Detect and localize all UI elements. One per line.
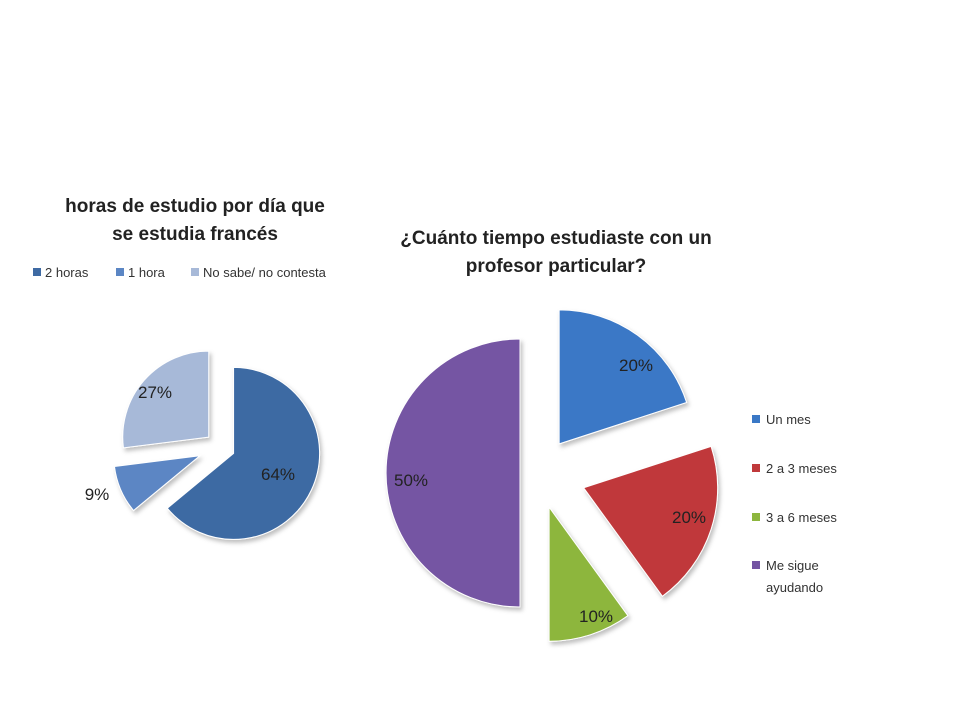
chart-tutor-duration: ¿Cuánto tiempo estudiaste con un profeso…	[385, 228, 837, 642]
chart-title-line-1: horas de estudio por día que	[65, 196, 325, 217]
data-label: 20%	[672, 508, 706, 527]
legend-swatch	[752, 513, 760, 521]
chart-title-line-1: ¿Cuánto tiempo estudiaste con un	[400, 228, 711, 249]
data-label: 9%	[85, 485, 110, 504]
legend-item: 3 a 6 meses	[752, 510, 837, 525]
legend-swatch	[752, 415, 760, 423]
pie-slice	[385, 338, 521, 608]
chart-title-line-2: se estudia francés	[112, 224, 278, 245]
data-label: 10%	[579, 607, 613, 626]
chart-legend: 2 horas 1 hora No sabe/ no contesta	[33, 265, 327, 280]
legend-item: 2 horas	[33, 265, 89, 280]
legend-label: Me sigue	[766, 558, 819, 573]
pie-slice	[582, 445, 719, 597]
legend-item: No sabe/ no contesta	[191, 265, 327, 280]
legend-item: Me sigue ayudando	[752, 558, 823, 595]
legend-swatch	[33, 268, 41, 276]
data-label: 20%	[619, 356, 653, 375]
legend-swatch	[116, 268, 124, 276]
pie-slices	[113, 350, 321, 540]
legend-swatch	[752, 561, 760, 569]
chart-study-hours: horas de estudio por día que se estudia …	[33, 196, 327, 540]
legend-item: Un mes	[752, 412, 811, 427]
data-labels: 20% 20% 10% 50%	[394, 356, 706, 626]
data-label: 27%	[138, 383, 172, 402]
chart-title-line-2: profesor particular?	[466, 256, 647, 277]
legend-swatch	[752, 464, 760, 472]
pie-slice	[113, 455, 202, 512]
data-label: 64%	[261, 465, 295, 484]
legend-item: 2 a 3 meses	[752, 461, 837, 476]
pie-slice	[558, 309, 688, 445]
chart-legend: Un mes 2 a 3 meses 3 a 6 meses Me sigue …	[752, 412, 837, 595]
legend-label: 1 hora	[128, 265, 166, 280]
legend-swatch	[191, 268, 199, 276]
data-label: 50%	[394, 471, 428, 490]
legend-label: 3 a 6 meses	[766, 510, 837, 525]
legend-item: 1 hora	[116, 265, 166, 280]
pie-slice	[122, 350, 210, 449]
legend-label: No sabe/ no contesta	[203, 265, 327, 280]
chart-title: horas de estudio por día que se estudia …	[65, 196, 325, 245]
legend-label: Un mes	[766, 412, 811, 427]
data-labels: 64% 9% 27%	[85, 383, 295, 504]
pie-slices	[385, 309, 719, 642]
pie-slice	[548, 505, 629, 642]
pie-slice	[166, 366, 321, 540]
chart-title: ¿Cuánto tiempo estudiaste con un profeso…	[400, 228, 711, 277]
legend-label: ayudando	[766, 580, 823, 595]
legend-label: 2 a 3 meses	[766, 461, 837, 476]
legend-label: 2 horas	[45, 265, 89, 280]
